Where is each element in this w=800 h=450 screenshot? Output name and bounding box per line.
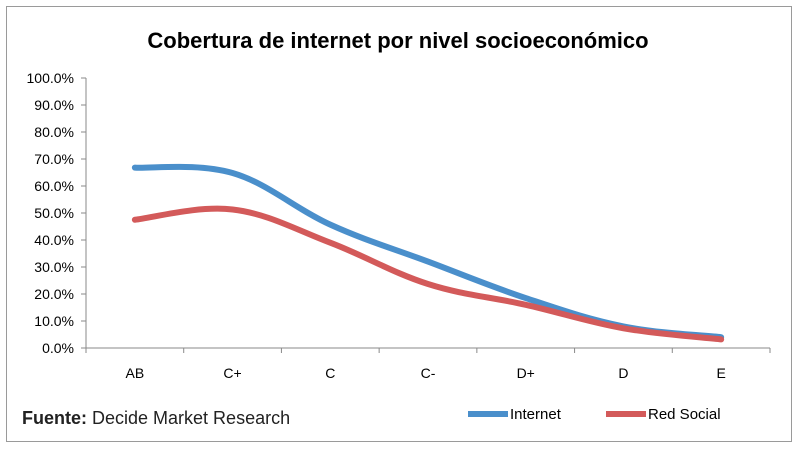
source-text: Decide Market Research [92,408,290,428]
y-tick-label: 90.0% [34,97,74,113]
y-tick-label: 10.0% [34,313,74,329]
source-label: Fuente: [22,408,87,428]
x-tick-label: C [325,365,335,381]
y-tick-label: 30.0% [34,259,74,275]
y-tick-label: 0.0% [42,340,74,356]
x-tick-label: C- [421,365,436,381]
y-tick-label: 60.0% [34,178,74,194]
chart-title: Cobertura de internet por nivel socioeco… [147,28,648,53]
y-tick-label: 70.0% [34,151,74,167]
x-tick-label: E [716,365,725,381]
y-tick-label: 50.0% [34,205,74,221]
x-axis: AB C+ C C- D+ D E [85,347,771,381]
y-tick-label: 20.0% [34,286,74,302]
legend: Internet Red Social [468,406,721,423]
series-line-red-social [131,205,725,343]
y-tick-label: 100.0% [27,70,74,86]
x-tick-label: AB [126,365,145,381]
chart-frame [6,6,792,442]
x-tick-label: D+ [517,365,535,381]
legend-label-red-social: Red Social [648,406,721,423]
series-layer [131,163,725,343]
y-axis: 0.0% 10.0% 20.0% 30.0% 40.0% 50.0% 60.0% 70.0% 8… [27,70,87,356]
y-tick-label: 80.0% [34,124,74,140]
legend-label-internet: Internet [510,406,562,423]
series-line-internet [131,163,725,341]
y-tick-label: 40.0% [34,232,74,248]
source-note: Fuente: Decide Market Research [22,408,290,428]
x-tick-label: C+ [223,365,241,381]
x-tick-label: D [618,365,628,381]
